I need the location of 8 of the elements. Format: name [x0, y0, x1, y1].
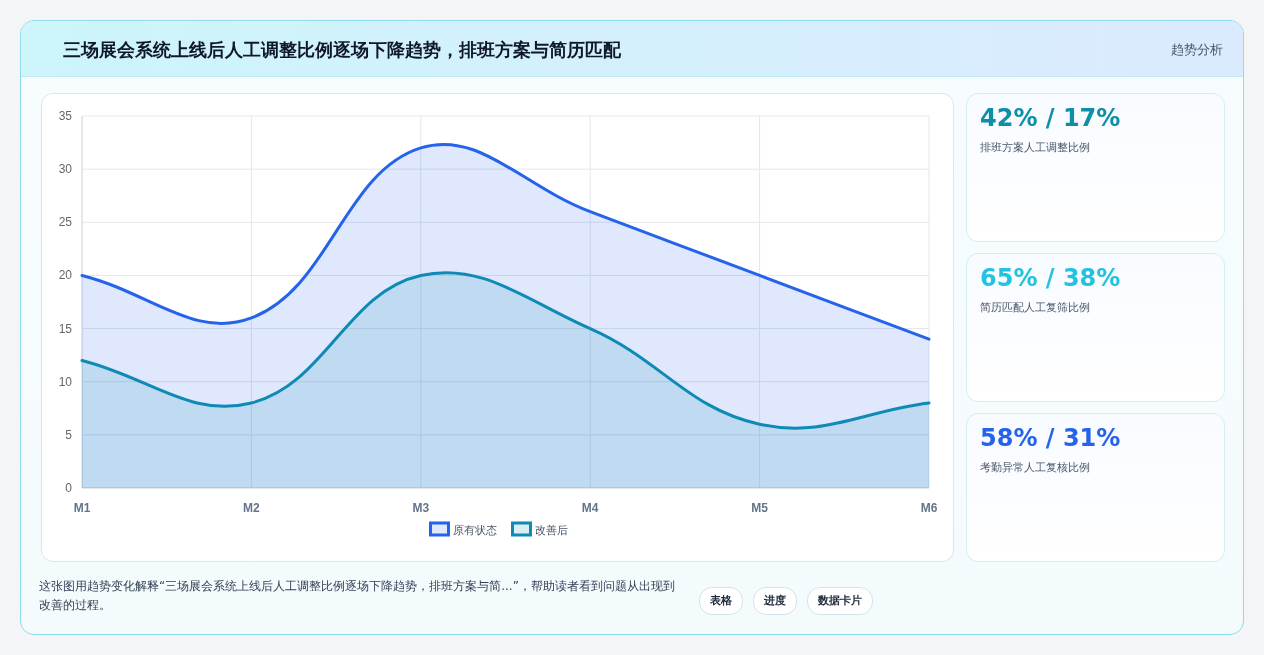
annotation: 数据卡片 [807, 587, 873, 615]
annotation: 这张图用趋势变化解释“三场展会系统上线后人工调整比例逐场下降趋势，排班方案与简...”，帮助读者看到问题从出现到改善的过程。 [39, 578, 676, 614]
annotation: 表格 [699, 587, 743, 615]
legend-label: 改善后 [534, 524, 568, 537]
legend-label: 原有状态 [452, 524, 497, 537]
title: 三场展会系统上线后人工调整比例逐场下降趋势，排班方案与简历匹配 [63, 38, 621, 62]
annotation: 趋势分析 [1171, 41, 1223, 59]
annotation: 进度 [753, 587, 797, 615]
